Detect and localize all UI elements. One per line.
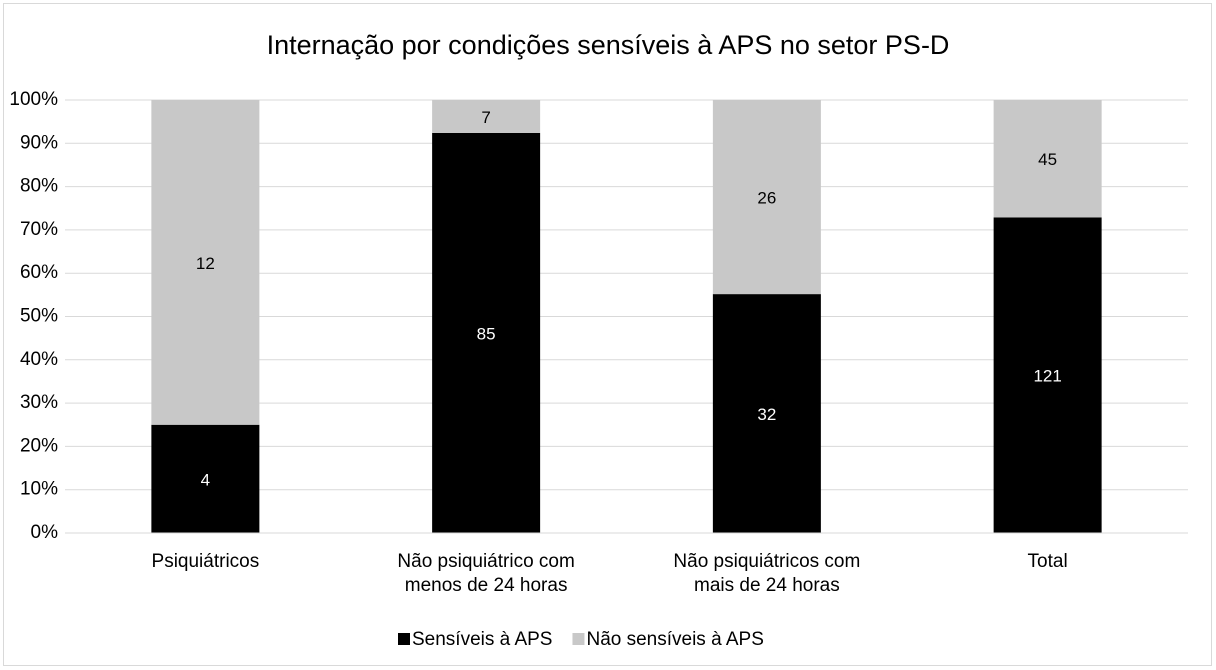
x-tick-label: Não psiquiátricos com mais de 24 horas bbox=[673, 551, 861, 596]
bar-segment bbox=[151, 424, 260, 533]
y-tick-label: 90% bbox=[20, 132, 58, 153]
bar-segment bbox=[151, 100, 260, 425]
bar-segment bbox=[712, 100, 821, 295]
data-label: 26 bbox=[757, 189, 776, 208]
data-label: 7 bbox=[481, 108, 490, 127]
legend-swatch bbox=[398, 633, 410, 645]
bar-segment bbox=[432, 100, 541, 133]
y-tick-label: 80% bbox=[20, 176, 58, 197]
y-tick-label: 0% bbox=[31, 522, 59, 543]
y-tick-label: 100% bbox=[9, 89, 58, 110]
x-tick-label: Não psiquiátrico com menos de 24 horas bbox=[397, 551, 575, 596]
data-label: 121 bbox=[1033, 367, 1061, 386]
legend-label: Sensíveis à APS bbox=[412, 629, 552, 650]
x-tick-label: Psiquiátricos bbox=[151, 551, 260, 572]
bar-segment bbox=[993, 217, 1102, 533]
legend-swatch bbox=[572, 633, 585, 645]
y-tick-label: 40% bbox=[20, 349, 58, 370]
y-tick-label: 50% bbox=[20, 306, 58, 327]
bar-segment bbox=[993, 100, 1102, 218]
data-label: 85 bbox=[477, 324, 496, 343]
y-tick-label: 20% bbox=[20, 435, 58, 456]
y-tick-label: 60% bbox=[20, 262, 58, 283]
data-label: 32 bbox=[757, 405, 776, 424]
y-tick-label: 10% bbox=[20, 479, 58, 500]
x-tick-label: Total bbox=[1027, 551, 1068, 572]
data-label: 4 bbox=[201, 470, 210, 489]
data-label: 12 bbox=[196, 254, 215, 273]
bar-segment bbox=[432, 132, 541, 533]
legend-label: Não sensíveis à APS bbox=[586, 629, 763, 650]
bar-segment bbox=[712, 294, 821, 533]
data-label: 45 bbox=[1038, 150, 1057, 169]
y-tick-label: 30% bbox=[20, 392, 58, 413]
y-tick-label: 70% bbox=[20, 219, 58, 240]
chart-title: Internação por condições sensíveis à APS… bbox=[267, 30, 950, 60]
